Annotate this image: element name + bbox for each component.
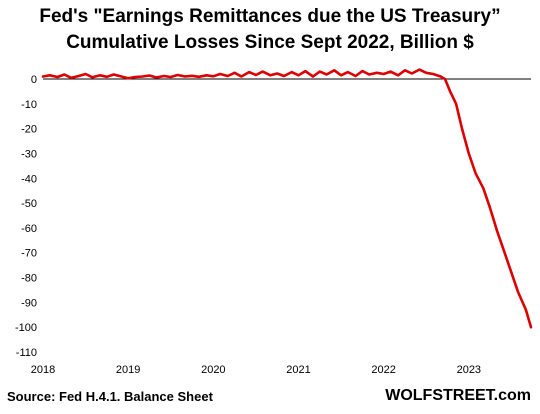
y-tick-label: -30 [21,148,37,160]
x-axis: 2018 2019 2020 2021 2022 2023 [31,364,481,376]
series-line [41,68,533,329]
x-tick-label: 2020 [201,364,225,376]
x-tick-label: 2018 [31,364,55,376]
y-tick-label: -100 [15,322,37,334]
y-tick-label: -10 [21,99,37,111]
y-tick-label: -40 [21,173,37,185]
source-note: Source: Fed H.4.1. Balance Sheet [7,389,213,404]
series-layer [41,68,533,329]
y-axis: 0 -10 -20 -30 -40 -50 -60 -70 -80 -90 -100 -110 [15,74,37,359]
y-tick-label: -60 [21,223,37,235]
y-tick-label: 0 [31,74,37,86]
x-tick-label: 2019 [116,364,140,376]
y-tick-label: -70 [21,248,37,260]
x-tick-label: 2023 [457,364,481,376]
x-tick-label: 2021 [286,364,310,376]
y-tick-label: -90 [21,297,37,309]
y-tick-label: -110 [16,347,37,359]
chart-subtitle: Cumulative Losses Since Sept 2022, Billi… [66,32,474,53]
chart-title: Fed's "Earnings Remittances due the US T… [39,6,501,27]
y-tick-label: -80 [21,273,37,285]
brand-label: WOLFSTREET.com [385,387,531,404]
y-tick-label: -50 [21,198,37,210]
y-tick-label: -20 [21,124,37,136]
x-tick-label: 2022 [371,364,395,376]
